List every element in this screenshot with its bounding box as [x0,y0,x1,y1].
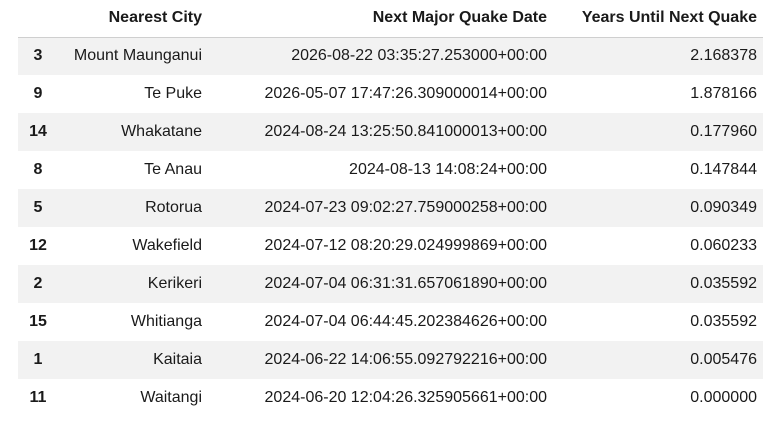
column-header-next-major-quake-date: Next Major Quake Date [208,0,553,38]
cell-nearest-city: Rotorua [145,199,202,216]
cell-years-until-next-quake: 0.005476 [690,351,757,368]
table-header: Nearest City Next Major Quake Date Years… [18,0,763,38]
cell-nearest-city: Whitianga [130,313,202,330]
table-row: 2 Kerikeri 2024-07-04 06:31:31.657061890… [18,265,763,303]
row-index: 11 [29,389,47,406]
table-row: 15 Whitianga 2024-07-04 06:44:45.2023846… [18,303,763,341]
table-row: 11 Waitangi 2024-06-20 12:04:26.32590566… [18,379,763,417]
row-index: 12 [29,237,47,254]
cell-years-until-next-quake: 0.035592 [690,313,757,330]
index-column-header [18,0,58,38]
row-index: 14 [29,123,47,140]
cell-nearest-city: Mount Maunganui [73,47,202,65]
cell-nearest-city: Wakefield [132,237,202,254]
table-row: 9 Te Puke 2026-05-07 17:47:26.309000014+… [18,75,763,113]
cell-years-until-next-quake: 0.147844 [690,161,757,178]
table-row: 1 Kaitaia 2024-06-22 14:06:55.092792216+… [18,341,763,379]
table-row: 8 Te Anau 2024-08-13 14:08:24+00:00 0.14… [18,151,763,189]
cell-next-major-quake-date: 2024-06-20 12:04:26.325905661+00:00 [264,389,547,406]
cell-years-until-next-quake: 0.000000 [690,389,757,406]
row-index: 3 [33,47,43,65]
row-index: 2 [33,275,43,292]
table-row: 5 Rotorua 2024-07-23 09:02:27.759000258+… [18,189,763,227]
cell-next-major-quake-date: 2024-06-22 14:06:55.092792216+00:00 [264,351,547,368]
row-index: 9 [33,85,43,102]
table-body: 3 Mount Maunganui 2026-08-22 03:35:27.25… [18,37,763,417]
cell-next-major-quake-date: 2024-07-23 09:02:27.759000258+00:00 [264,199,547,216]
cell-next-major-quake-date: 2026-05-07 17:47:26.309000014+00:00 [264,85,547,102]
row-index: 8 [33,161,43,178]
cell-nearest-city: Te Anau [144,161,202,178]
cell-years-until-next-quake: 1.878166 [690,85,757,102]
cell-next-major-quake-date: 2024-07-04 06:44:45.202384626+00:00 [264,313,547,330]
row-index: 1 [33,351,43,368]
cell-nearest-city: Te Puke [144,85,202,102]
table-row: 14 Whakatane 2024-08-24 13:25:50.8410000… [18,113,763,151]
cell-years-until-next-quake: 0.177960 [690,123,757,140]
dataframe-table: Nearest City Next Major Quake Date Years… [18,0,763,417]
row-index: 5 [33,199,43,216]
cell-next-major-quake-date: 2024-08-13 14:08:24+00:00 [349,161,547,178]
cell-next-major-quake-date: 2026-08-22 03:35:27.253000+00:00 [291,47,547,65]
cell-nearest-city: Waitangi [140,389,202,406]
table-row: 3 Mount Maunganui 2026-08-22 03:35:27.25… [18,37,763,75]
cell-nearest-city: Whakatane [121,123,202,140]
cell-next-major-quake-date: 2024-08-24 13:25:50.841000013+00:00 [264,123,547,140]
row-index: 15 [29,313,47,330]
cell-years-until-next-quake: 0.035592 [690,275,757,292]
column-header-nearest-city: Nearest City [58,0,208,38]
cell-years-until-next-quake: 0.060233 [690,237,757,254]
column-header-years-until-next-quake: Years Until Next Quake [553,0,763,38]
table-row: 12 Wakefield 2024-07-12 08:20:29.0249998… [18,227,763,265]
cell-next-major-quake-date: 2024-07-04 06:31:31.657061890+00:00 [264,275,547,292]
cell-next-major-quake-date: 2024-07-12 08:20:29.024999869+00:00 [264,237,547,254]
cell-years-until-next-quake: 0.090349 [690,199,757,216]
dataframe-output: Nearest City Next Major Quake Date Years… [18,0,763,417]
cell-nearest-city: Kerikeri [147,275,202,292]
cell-years-until-next-quake: 2.168378 [690,47,757,65]
header-row: Nearest City Next Major Quake Date Years… [18,0,763,38]
cell-nearest-city: Kaitaia [153,351,202,368]
